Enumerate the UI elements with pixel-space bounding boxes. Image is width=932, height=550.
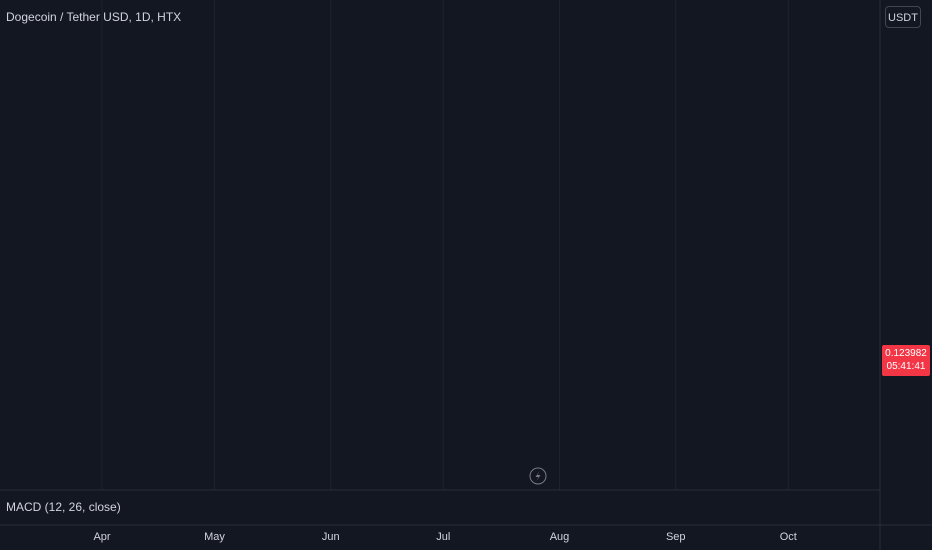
time-axis-label: Jun [322, 531, 340, 543]
time-axis-label: Apr [93, 531, 110, 543]
time-axis-label: Aug [550, 531, 570, 543]
macd-indicator-label[interactable]: MACD (12, 26, close) [6, 500, 121, 514]
last-price-tag: 0.123982 05:41:41 [882, 345, 930, 376]
time-axis-label: Sep [666, 531, 686, 543]
flash-icon-glyph [535, 471, 541, 481]
time-axis-label: May [204, 531, 225, 543]
flash-icon[interactable] [529, 467, 547, 485]
time-axis-label: Jul [436, 531, 450, 543]
currency-selector-button[interactable]: USDT [885, 6, 921, 28]
last-price-value: 0.123982 [885, 348, 927, 359]
bar-countdown: 05:41:41 [886, 361, 926, 372]
time-axis-label: Oct [780, 531, 797, 543]
chart-title: Dogecoin / Tether USD, 1D, HTX [6, 10, 182, 24]
